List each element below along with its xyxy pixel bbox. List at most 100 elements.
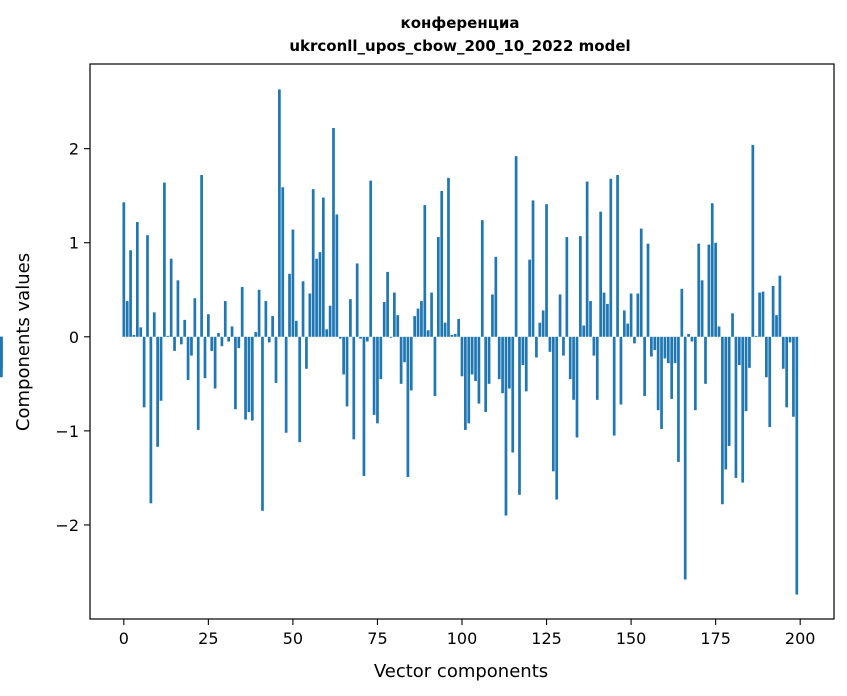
bar-179 [727,336,731,446]
bar-88 [420,301,423,337]
bar-147 [619,336,623,405]
bar-3 [132,334,136,337]
bar-58 [318,252,322,337]
bar-33 [234,336,237,410]
y-axis-ticks: −2 −1 0 1 2 [55,140,90,535]
bar-5 [139,327,143,337]
bar-95 [443,322,447,337]
bar-186 [751,144,755,337]
bar-144 [609,178,613,337]
bar-26 [210,336,214,351]
bar-176 [717,326,721,337]
bar-182 [737,336,741,366]
bar-172 [704,336,707,384]
bar-190 [765,336,768,378]
bar-4 [135,222,139,337]
bar-85 [409,336,413,391]
bar-104 [474,336,477,382]
bar-126 [548,336,552,352]
bar-80 [393,292,396,337]
bar-125 [545,204,548,337]
bar-140 [595,336,599,400]
bar-121 [531,200,535,337]
bar-131 [565,237,569,337]
bar-164 [677,336,680,462]
bar-22 [196,336,200,430]
bar-11 [159,336,163,401]
bar-103 [470,336,474,375]
bar-16 [176,280,180,337]
bar-30 [223,301,227,337]
bar-92 [433,336,437,397]
bar-139 [592,336,596,356]
bar-56 [311,189,315,337]
bar-97 [450,334,454,337]
bar-76 [379,336,383,380]
y-tick-label: 2 [69,140,79,159]
bar-157 [653,336,657,350]
bar-191 [768,336,772,428]
bar-124 [541,310,545,337]
bar-81 [396,315,400,337]
bar-7 [146,235,149,337]
bar-40 [257,289,261,337]
bar-66 [345,336,349,407]
bar-6 [142,336,146,408]
bar-162 [670,336,674,399]
bar-113 [504,336,508,516]
bar-178 [724,336,728,470]
bar-78 [386,271,389,337]
y-tick-label: 1 [69,234,79,253]
bar-43 [267,336,271,343]
bar-61 [328,305,332,337]
bar-54 [305,336,308,369]
bar-27 [213,336,217,389]
bar-75 [376,336,379,424]
bar-187 [754,335,758,337]
bar-150 [629,293,633,337]
x-tick-label: 75 [367,629,387,648]
bar-108 [487,336,491,384]
bar-90 [426,330,430,337]
bar-156 [650,336,653,357]
bar-38 [250,336,254,421]
bar-123 [538,322,542,337]
bar-91 [430,292,433,337]
bar-31 [227,336,231,342]
bar-14 [169,258,173,337]
bar-170 [697,243,701,337]
bar-65 [342,336,345,375]
bar-148 [622,310,626,337]
bar-132 [568,336,572,380]
bar-175 [714,242,717,337]
x-tick-label: 175 [700,629,731,648]
bar-1 [125,301,129,337]
x-tick-label: 50 [283,629,303,648]
bar-74 [372,336,376,415]
bar-160 [663,336,667,359]
bar-197 [788,336,792,343]
bar-119 [524,336,528,392]
bar-180 [731,313,734,337]
bar-73 [369,180,373,337]
bar-198 [792,336,795,417]
bar-68 [352,336,356,440]
bar-189 [761,291,765,337]
bar-49 [288,273,291,337]
bar-168 [690,336,694,342]
bar-28 [217,333,220,337]
bar-166 [683,336,687,580]
bar-2 [129,250,132,337]
bar-51 [294,320,298,337]
bar-112 [501,336,504,394]
bar-173 [707,244,711,337]
bar-134 [575,336,579,438]
bar-67 [349,299,352,337]
bar-196 [785,336,789,408]
bar-151 [633,336,636,344]
x-tick-label: 25 [198,629,218,648]
bar-145 [612,336,616,436]
bar-141 [599,211,603,337]
bar-13 [166,335,170,337]
bar-93 [436,237,440,337]
